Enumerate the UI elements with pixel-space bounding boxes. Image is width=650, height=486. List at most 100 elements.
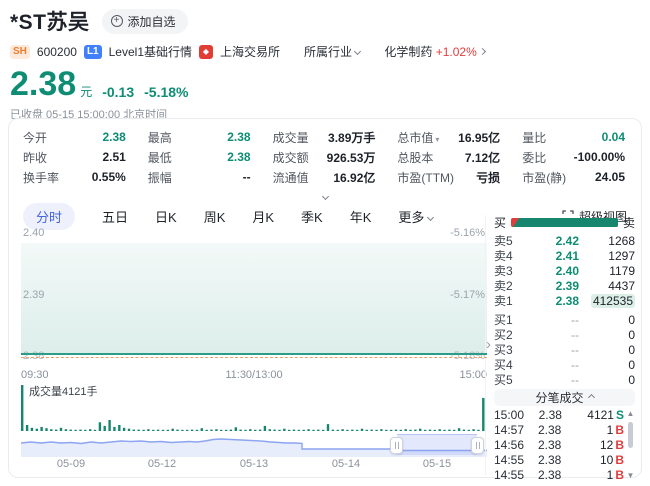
stat-item: 成交量 3.89万手 — [272, 130, 376, 145]
industry-link[interactable]: 化学制药 +1.02% — [384, 43, 487, 60]
order-level-row[interactable]: 买3 -- 0 — [494, 342, 635, 358]
stat-item: 昨收 2.51 — [23, 150, 126, 165]
order-level-row[interactable]: 卖1 2.38 412535 — [494, 293, 635, 308]
exchange-name: 上海交易所 — [220, 45, 281, 59]
chevron-down-icon — [426, 213, 435, 221]
navigator-right-handle[interactable] — [471, 437, 484, 454]
avg-price-line — [21, 357, 487, 358]
scrollbar-thumb[interactable] — [628, 422, 633, 448]
navigator-left-handle[interactable] — [390, 437, 403, 454]
expand-panel-button[interactable]: › — [486, 336, 491, 353]
tab-月K[interactable]: 月K — [252, 203, 274, 230]
tick-trade-row: 14:55 2.38 10 B — [494, 452, 624, 467]
stock-header: *ST苏吴 + 添加自选 SH 600200 L1 Level1基础行情 ◆ 上… — [10, 6, 487, 122]
tab-日K[interactable]: 日K — [155, 203, 177, 230]
navigator-date-label: 05-13 — [239, 458, 269, 470]
collapse-stats-button[interactable] — [9, 188, 641, 201]
order-level-row[interactable]: 买2 -- 0 — [494, 327, 635, 343]
price-area-fill — [21, 243, 487, 355]
navigator-date-label: 05-14 — [331, 458, 361, 470]
order-level-row[interactable]: 卖2 2.39 4437 — [494, 278, 635, 294]
stat-item: 委比 -100.00% — [522, 150, 625, 165]
more-periods-button[interactable]: 更多 — [398, 207, 435, 226]
stat-item: 振幅 -- — [147, 170, 251, 185]
exchange-badge: SH — [10, 44, 30, 59]
stat-item: 总股本 7.12亿 — [397, 150, 501, 165]
tick-trades-header[interactable]: 分笔成交 — [494, 389, 635, 406]
tab-五日[interactable]: 五日 — [102, 203, 128, 230]
y-axis-label: 2.40 — [23, 227, 45, 239]
stock-code: 600200 — [36, 44, 77, 59]
chevron-down-icon — [354, 47, 362, 56]
tick-trades-list: 15:00 2.38 4121 S 14:57 2.38 1 B 14:56 2.38 12 B 14:… — [494, 407, 635, 482]
plus-circle-icon: + — [110, 15, 123, 27]
buy-label: 买 — [494, 216, 507, 230]
order-level-row[interactable]: 买4 -- 0 — [494, 357, 635, 373]
navigator-dates: 05-09 05-12 05-13 05-14 05-15 — [21, 457, 487, 471]
chevron-down-icon — [321, 192, 329, 201]
price-change: -0.13 — [102, 84, 135, 100]
tab-分时[interactable]: 分时 — [23, 202, 76, 230]
stat-item: 量比 0.04 — [522, 130, 625, 145]
order-book-panel: 买 卖 卖5 2.42 1268 卖4 2.41 1297 卖3 2.40 1179 卖2 2.39… — [485, 215, 635, 482]
order-level-row[interactable]: 卖5 2.42 1268 — [494, 233, 635, 249]
minute-chart: 2.40 2.39 2.38 -5.16% -5.17% -5.18% 09:3… — [20, 223, 487, 471]
order-level-row[interactable]: 卖3 2.40 1179 — [494, 263, 635, 279]
add-watchlist-label: 添加自选 — [127, 14, 176, 29]
price-unit: 元 — [80, 85, 93, 99]
level1-badge: L1 — [83, 44, 102, 59]
expand-corners-icon — [562, 210, 574, 222]
price-change-pct: -5.18% — [144, 84, 189, 100]
navigator-date-label: 05-09 — [56, 458, 86, 470]
y-axis-label: 2.39 — [23, 289, 45, 301]
tab-季K[interactable]: 季K — [301, 203, 323, 230]
tab-年K[interactable]: 年K — [350, 203, 372, 230]
quote-card: 今开 2.38 昨收 2.51 换手率 0.55% 最高 2.38 最低 2.38 振幅 -- 成交量 3… — [8, 118, 642, 482]
page-title: *ST苏吴 — [10, 11, 90, 34]
tab-周K[interactable]: 周K — [204, 203, 226, 230]
sse-logo-icon: ◆ — [199, 44, 213, 59]
level1-label: Level1基础行情 — [108, 45, 192, 59]
stat-item: 最高 2.38 — [147, 130, 251, 145]
y-axis-pct-label: -5.16% — [450, 227, 485, 239]
minute-plot-area[interactable]: 2.40 2.39 2.38 -5.16% -5.17% -5.18% — [21, 223, 487, 369]
chart-toolbar: 分时 五日 日K 周K 月K 季K 年K 更多 超级视图 — [9, 200, 641, 230]
stat-item: 市盈(TTM) 亏损 — [397, 170, 501, 185]
stat-item: 换手率 0.55% — [23, 170, 126, 185]
sell-levels: 卖5 2.42 1268 卖4 2.41 1297 卖3 2.40 1179 卖2 2.39 4437… — [494, 233, 635, 308]
order-level-row[interactable]: 买5 -- 0 — [494, 372, 635, 388]
tick-trade-row: 15:00 2.38 4121 S — [494, 407, 624, 422]
volume-label: 成交量4121手 — [29, 386, 98, 398]
tick-trade-row: 14:57 2.38 1 B — [494, 422, 624, 437]
chevron-right-icon — [479, 47, 487, 56]
industry-change: +1.02% — [435, 45, 477, 59]
chevron-up-icon — [587, 393, 595, 402]
stat-item: 最低 2.38 — [147, 150, 251, 165]
y-axis-label: 2.38 — [23, 350, 45, 362]
navigator-date-label: 05-12 — [147, 458, 177, 470]
scroll-up-icon[interactable]: ▲ — [626, 409, 635, 418]
navigator-date-label: 05-15 — [422, 458, 452, 470]
industry-dropdown[interactable]: 所属行业 — [304, 43, 362, 60]
date-range-navigator[interactable] — [20, 433, 487, 457]
tick-scrollbar[interactable]: ▲ ▼ — [626, 407, 635, 482]
buy-sell-ratio-bar — [511, 218, 618, 227]
sell-label: 卖 — [622, 216, 635, 230]
stat-item: 今开 2.38 — [23, 130, 126, 145]
navigator-selection[interactable] — [390, 434, 484, 455]
period-tabs: 分时 五日 日K 周K 月K 季K 年K — [23, 202, 372, 230]
navigator-sparkline — [20, 438, 487, 457]
order-level-row[interactable]: 卖4 2.41 1297 — [494, 248, 635, 264]
buy-levels: 买1 -- 0 买2 -- 0 买3 -- 0 买4 -- 0 买5 -- 0 — [494, 312, 635, 388]
order-level-row[interactable]: 买1 -- 0 — [494, 312, 635, 328]
tick-trade-row: 14:55 2.38 1 B — [494, 467, 624, 482]
add-watchlist-button[interactable]: + 添加自选 — [101, 8, 188, 34]
scroll-down-icon[interactable]: ▼ — [626, 471, 635, 480]
volume-bars — [21, 385, 485, 431]
tick-trade-row: 14:56 2.38 12 B — [494, 437, 624, 452]
industry-name: 化学制药 — [384, 45, 433, 59]
volume-chart: 成交量4121手 — [21, 383, 487, 433]
stat-item[interactable]: 总市值 ▾ 16.95亿 — [397, 130, 501, 145]
stat-item: 流通值 16.92亿 — [272, 170, 376, 185]
